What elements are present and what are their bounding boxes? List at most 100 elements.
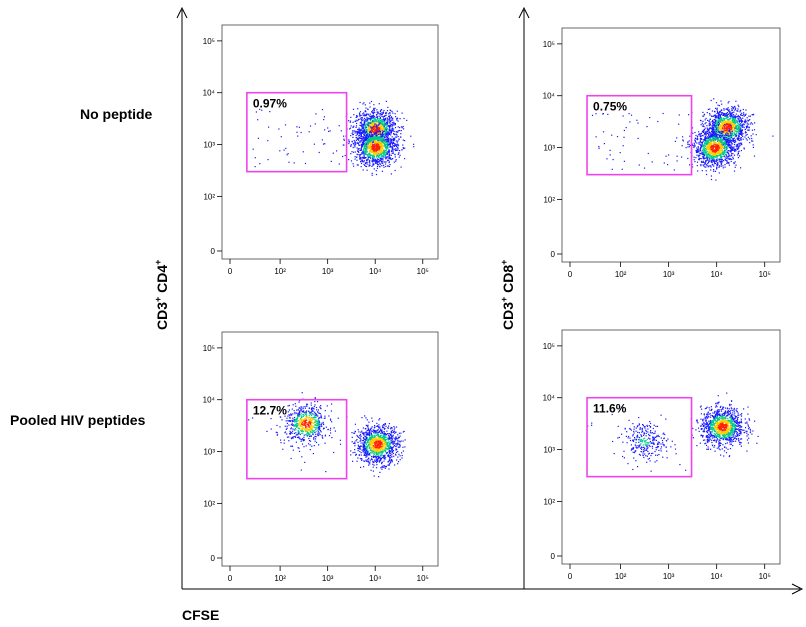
event-dot (291, 424, 294, 426)
event-dot (352, 136, 354, 138)
event-dot (713, 150, 715, 152)
event-dot (703, 131, 705, 133)
event-dot (720, 130, 722, 132)
event-dot (367, 159, 369, 161)
event-dot (376, 115, 378, 118)
event-dot (701, 138, 703, 140)
event-dot (376, 160, 378, 162)
event-dot (406, 119, 408, 121)
left-y-axis-arrow (176, 6, 188, 19)
event-dot (379, 140, 381, 142)
event-dot (375, 133, 377, 135)
event-dot (372, 128, 374, 130)
event-dot (301, 420, 303, 423)
event-dot (355, 131, 357, 133)
event-dot (725, 154, 727, 156)
event-dot (383, 139, 385, 141)
event-dot (375, 159, 377, 162)
event-dot (353, 139, 355, 142)
event-dot (662, 112, 664, 115)
event-dot (390, 138, 393, 141)
event-dot (740, 109, 742, 111)
event-dot (717, 126, 719, 129)
event-dot (390, 134, 392, 136)
event-dot (719, 144, 721, 147)
event-dot (389, 164, 391, 166)
event-dot (369, 141, 371, 143)
event-dot (687, 146, 689, 148)
event-dot (368, 156, 370, 159)
event-dot (371, 125, 373, 127)
event-dot (715, 152, 717, 154)
event-dot (725, 130, 727, 132)
event-dot (372, 111, 374, 113)
event-dot (371, 122, 373, 124)
event-dot (356, 147, 358, 149)
event-dot (365, 136, 367, 138)
event-dot (389, 142, 391, 144)
event-dot (630, 114, 633, 116)
event-dot (379, 149, 381, 151)
event-dot (715, 155, 718, 157)
event-dot (372, 124, 374, 126)
event-dot (623, 160, 625, 162)
event-dot (365, 153, 367, 155)
event-dot (724, 127, 726, 129)
event-dot (693, 142, 695, 144)
event-dot (712, 139, 714, 141)
event-dot (385, 165, 387, 168)
event-dot (371, 151, 373, 153)
event-dot (350, 160, 353, 162)
event-dot (713, 136, 715, 138)
event-dot (736, 110, 738, 112)
event-dot (385, 146, 388, 148)
event-dot (353, 165, 355, 167)
event-dot (392, 130, 394, 132)
event-dot (388, 155, 390, 157)
event-dot (374, 136, 377, 138)
event-dot (723, 141, 725, 143)
event-dot (727, 133, 729, 135)
event-dot (370, 141, 372, 144)
event-dot (387, 151, 389, 153)
event-dot (723, 119, 725, 121)
event-dot (744, 131, 747, 133)
event-dot (349, 128, 351, 130)
event-dot (700, 152, 702, 155)
right-y-axis-arrow (518, 6, 530, 19)
event-dot (728, 135, 730, 138)
event-dot (330, 427, 332, 429)
event-dot (719, 142, 721, 144)
event-dot (735, 121, 737, 123)
event-dot (372, 115, 374, 117)
event-dot (384, 124, 386, 126)
event-dot (348, 120, 350, 122)
event-dot (710, 145, 712, 147)
event-dot (384, 131, 387, 134)
event-dot (705, 170, 707, 172)
event-dot (382, 139, 384, 141)
event-dot (308, 416, 310, 418)
event-dot (371, 154, 373, 157)
event-dot (296, 126, 298, 128)
event-dot (307, 434, 309, 436)
event-dot (315, 113, 317, 115)
event-dot (344, 154, 346, 157)
event-dot (386, 136, 388, 138)
event-dot (717, 124, 719, 126)
event-dot (737, 120, 739, 122)
event-dot (706, 144, 708, 146)
event-dot (715, 107, 717, 109)
event-dot (378, 131, 380, 133)
event-dot (727, 109, 729, 111)
event-dot (381, 126, 383, 128)
event-dot (362, 136, 364, 138)
event-dot (367, 132, 369, 134)
event-dot (374, 140, 376, 142)
event-dot (712, 135, 714, 137)
event-dot (602, 131, 605, 133)
event-dot (710, 153, 712, 155)
event-dot (722, 151, 724, 153)
event-dot (712, 132, 714, 134)
event-dot (740, 142, 742, 144)
